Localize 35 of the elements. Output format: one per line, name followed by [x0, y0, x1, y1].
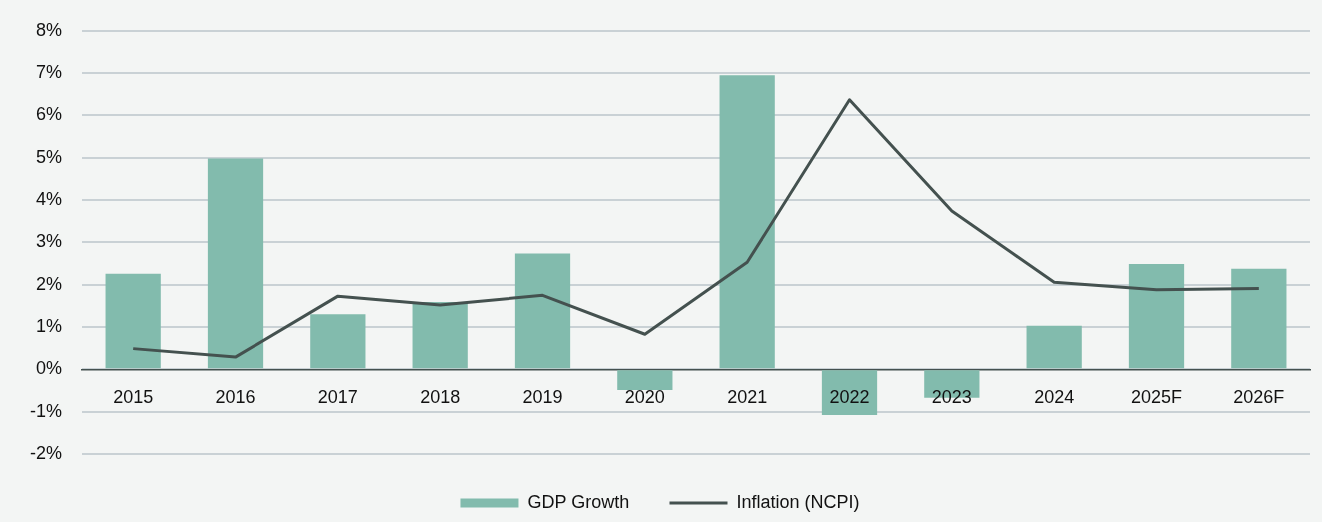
bar	[719, 75, 775, 369]
y-tick-label: 8%	[35, 19, 63, 40]
bar	[310, 314, 366, 369]
y-tick-label: 6%	[35, 104, 63, 125]
bar	[105, 273, 161, 369]
y-tick-label: 1%	[35, 316, 63, 337]
y-tick-label: -1%	[29, 400, 63, 421]
bar	[617, 370, 673, 391]
x-tick-label: 2022	[829, 387, 870, 408]
y-tick-label: -2%	[29, 442, 63, 463]
bar	[207, 158, 264, 369]
bar	[1128, 263, 1185, 369]
x-tick-label: 2024	[1034, 387, 1075, 408]
y-tick-label: 0%	[35, 358, 63, 379]
bar	[514, 253, 571, 369]
x-tick-label: 2026F	[1233, 387, 1285, 408]
x-tick-label: 2019	[522, 387, 563, 408]
x-tick-label: 2017	[317, 387, 358, 408]
x-tick-label: 2023	[931, 387, 972, 408]
x-tick-label: 2020	[624, 387, 665, 408]
x-tick-label: 2016	[215, 387, 256, 408]
y-tick-label: 7%	[35, 62, 63, 83]
x-tick-label: 2018	[420, 387, 461, 408]
y-tick-label: 2%	[35, 273, 63, 294]
bar	[1026, 325, 1082, 369]
legend-label: GDP Growth	[527, 491, 630, 512]
x-tick-label: 2015	[113, 387, 154, 408]
bar	[1231, 268, 1287, 369]
y-tick-label: 4%	[35, 189, 63, 210]
y-tick-label: 3%	[35, 231, 63, 252]
x-tick-label: 2025F	[1130, 387, 1183, 408]
bar	[412, 302, 468, 369]
x-tick-label: 2021	[727, 387, 768, 408]
y-tick-label: 5%	[35, 146, 63, 167]
legend-label: Inflation (NCPI)	[736, 491, 860, 512]
